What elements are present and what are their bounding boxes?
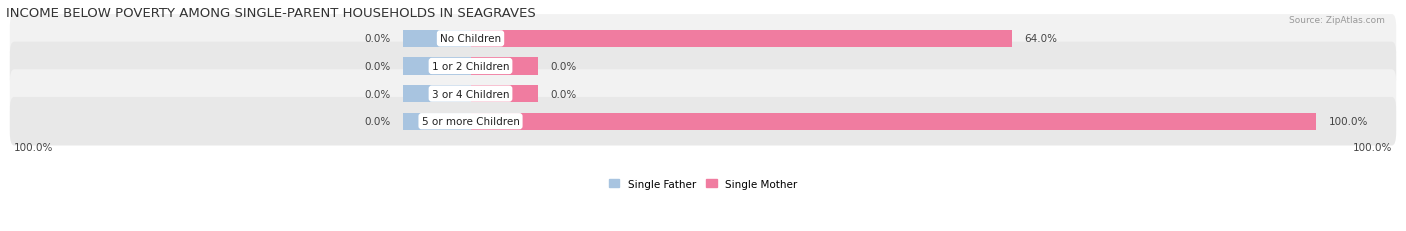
Text: Source: ZipAtlas.com: Source: ZipAtlas.com bbox=[1289, 16, 1385, 25]
Text: 0.0%: 0.0% bbox=[364, 117, 391, 127]
Text: 100.0%: 100.0% bbox=[1329, 117, 1368, 127]
Text: 0.0%: 0.0% bbox=[364, 62, 391, 72]
Text: 0.0%: 0.0% bbox=[364, 89, 391, 99]
Text: 0.0%: 0.0% bbox=[364, 34, 391, 44]
Bar bbox=[404, 58, 471, 75]
FancyBboxPatch shape bbox=[10, 15, 1396, 63]
Text: INCOME BELOW POVERTY AMONG SINGLE-PARENT HOUSEHOLDS IN SEAGRAVES: INCOME BELOW POVERTY AMONG SINGLE-PARENT… bbox=[6, 7, 536, 20]
FancyBboxPatch shape bbox=[10, 97, 1396, 146]
Text: 0.0%: 0.0% bbox=[551, 89, 576, 99]
Text: 100.0%: 100.0% bbox=[14, 142, 53, 152]
Text: No Children: No Children bbox=[440, 34, 501, 44]
Text: 5 or more Children: 5 or more Children bbox=[422, 117, 519, 127]
Bar bbox=[404, 113, 471, 130]
Text: 100.0%: 100.0% bbox=[1353, 142, 1392, 152]
Bar bbox=[471, 113, 1316, 130]
Bar bbox=[471, 86, 538, 103]
Text: 0.0%: 0.0% bbox=[551, 62, 576, 72]
Legend: Single Father, Single Mother: Single Father, Single Mother bbox=[605, 175, 801, 193]
Bar bbox=[471, 31, 1011, 48]
Bar bbox=[404, 31, 471, 48]
Bar bbox=[471, 58, 538, 75]
Text: 1 or 2 Children: 1 or 2 Children bbox=[432, 62, 509, 72]
FancyBboxPatch shape bbox=[10, 43, 1396, 91]
Text: 64.0%: 64.0% bbox=[1024, 34, 1057, 44]
Text: 3 or 4 Children: 3 or 4 Children bbox=[432, 89, 509, 99]
FancyBboxPatch shape bbox=[10, 70, 1396, 118]
Bar bbox=[404, 86, 471, 103]
